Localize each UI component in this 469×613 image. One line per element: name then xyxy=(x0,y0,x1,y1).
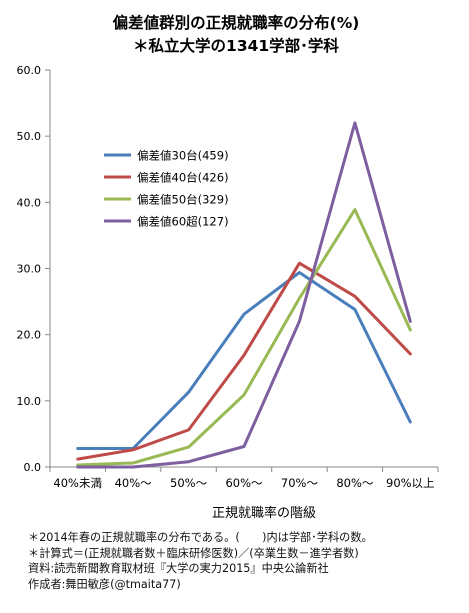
source-line: 資料:読売新聞教育取材班『大学の実力2015』中央公論新社 xyxy=(28,562,329,575)
series-line xyxy=(76,261,412,461)
legend-label: 偏差値30台(459) xyxy=(137,149,229,163)
y-tick-label: 20.0 xyxy=(17,329,42,342)
legend-label: 偏差値40台(426) xyxy=(137,171,229,185)
footnote-line: ＊計算式＝(正規就職者数＋臨床研修医数)／(卒業生数－進学者数) xyxy=(28,546,359,560)
chart-title: 偏差値群別の正規就職率の分布(%) xyxy=(113,13,360,32)
x-tick-label: 60%～ xyxy=(225,476,263,490)
series-line xyxy=(76,121,412,469)
chart-subtitle: ＊私立大学の1341学部･学科 xyxy=(133,36,339,55)
series-line xyxy=(76,208,412,467)
series-line xyxy=(76,271,412,450)
legend: 偏差値30台(459) 偏差値40台(426) 偏差値50台(329) 偏差値60超(… xyxy=(104,149,229,229)
x-tick-label: 90%以上 xyxy=(386,476,435,490)
x-tick-label: 70%～ xyxy=(281,476,319,490)
x-tick-label: 50%～ xyxy=(170,476,208,490)
author-line: 作成者:舞田敏彦(@tmaita77) xyxy=(28,577,181,591)
y-tick-label: 0.0 xyxy=(24,461,42,474)
y-tick-label: 40.0 xyxy=(17,196,42,209)
y-tick-label: 50.0 xyxy=(17,130,42,143)
x-axis-label: 正規就職率の階級 xyxy=(212,505,316,521)
footnotes: ＊2014年春の正規就職率の分布である。( )内は学部･学科の数。 ＊計算式＝(… xyxy=(28,530,468,592)
y-tick-label: 60.0 xyxy=(17,64,42,77)
legend-label: 偏差値50台(329) xyxy=(137,193,229,207)
legend-label: 偏差値60超(127) xyxy=(137,215,229,229)
x-tick-label: 40%～ xyxy=(115,476,153,490)
x-tick-label: 80%～ xyxy=(336,476,374,490)
footnote-line: ＊2014年春の正規就職率の分布である。( )内は学部･学科の数。 xyxy=(28,531,373,544)
series-layer xyxy=(76,121,412,469)
y-tick-label: 30.0 xyxy=(17,263,42,276)
x-tick-label: 40%未満 xyxy=(53,476,102,490)
axes: 0.0 10.0 20.0 30.0 40.0 50.0 60.0 40%未満 40%～ 50%～… xyxy=(17,64,439,490)
y-tick-label: 10.0 xyxy=(17,395,42,408)
